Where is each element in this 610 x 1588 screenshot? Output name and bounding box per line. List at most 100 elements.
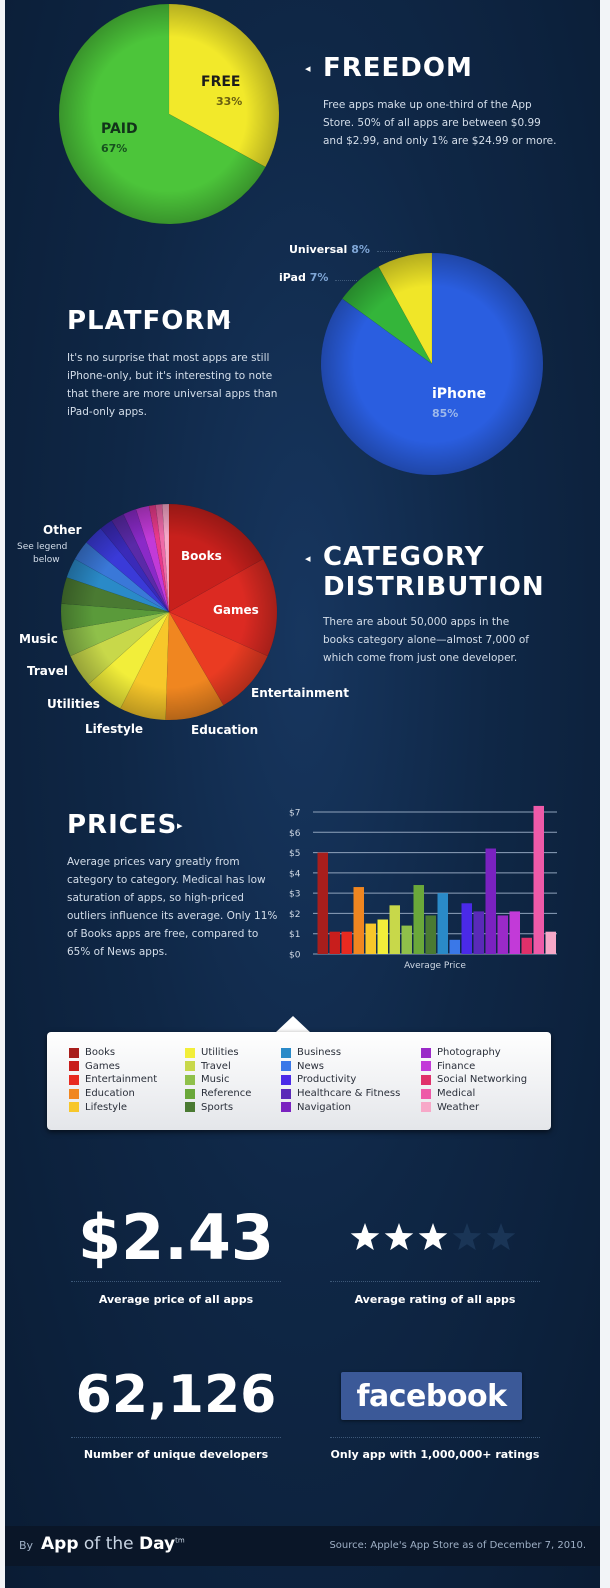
category-title-line1: CATEGORY [323, 542, 485, 572]
price-bar-travel [389, 905, 400, 954]
legend-label: Medical [437, 1088, 476, 1100]
legend-item-sports: Sports [185, 1100, 251, 1114]
price-bar-medical [533, 805, 544, 954]
legend-item-lifestyle: Lifestyle [69, 1100, 157, 1114]
legend-swatch [69, 1061, 79, 1072]
legend-column: Photography Finance Social Networking Medic… [421, 1046, 527, 1114]
legend-swatch [185, 1047, 195, 1058]
avg-rating-caption: Average rating of all apps [354, 1293, 516, 1306]
category-label-books: Books [181, 549, 222, 563]
category-pie-chart [60, 503, 278, 721]
legend-label: Healthcare & Fitness [297, 1088, 401, 1100]
legend-column: Business News Productivity Healthcare & Fit… [281, 1046, 400, 1114]
category-label-other: Other [43, 523, 82, 537]
legend-swatch [281, 1074, 291, 1085]
avg-price-value: $2.43 [77, 1201, 275, 1274]
price-bar-lifestyle [365, 923, 376, 954]
legend-item-news: News [281, 1060, 400, 1074]
price-bar-photography [497, 915, 508, 954]
free-label: FREE [201, 74, 241, 90]
legend-label: Utilities [201, 1047, 239, 1059]
universal-leader-line [377, 251, 401, 252]
footer-source: Source: Apple's App Store as of December… [329, 1540, 586, 1551]
legend-label: Education [85, 1088, 135, 1100]
legend-item-productivity: Productivity [281, 1073, 400, 1087]
legend-label: Music [201, 1074, 230, 1086]
legend-swatch [69, 1047, 79, 1058]
category-label-entertainment: Entertainment [251, 686, 349, 700]
legend-item-social-networking: Social Networking [421, 1073, 527, 1087]
price-bar-weather [545, 931, 556, 954]
platform-pie-chart [320, 252, 544, 476]
legend-label: Sports [201, 1101, 234, 1113]
price-bar-utilities [377, 919, 388, 954]
facebook-logo: facebook [341, 1372, 522, 1420]
price-bar-music [401, 925, 412, 954]
price-tick-label: $7 [289, 809, 300, 819]
price-axis-label: Average Price [404, 961, 466, 971]
legend-item-business: Business [281, 1046, 400, 1060]
platform-title: PLATFORM [67, 306, 233, 336]
legend-item-music: Music [185, 1073, 251, 1087]
legend-item-education: Education [69, 1087, 157, 1101]
legend-swatch [185, 1102, 195, 1113]
legend-item-navigation: Navigation [281, 1100, 400, 1114]
facebook-caption: Only app with 1,000,000+ ratings [330, 1448, 540, 1461]
price-bar-books [317, 852, 328, 954]
ipad-leader-line [335, 280, 357, 281]
freedom-arrow-icon: ◂ [305, 62, 311, 75]
star-filled-icon [384, 1223, 414, 1251]
legend-item-entertainment: Entertainment [69, 1073, 157, 1087]
legend-label: Business [297, 1047, 342, 1059]
legend-swatch [421, 1074, 431, 1085]
legend-item-healthcare-fitness: Healthcare & Fitness [281, 1087, 400, 1101]
legend-swatch [185, 1074, 195, 1085]
price-bar-productivity [461, 903, 472, 954]
legend-label: News [297, 1060, 325, 1072]
price-bar-reference [413, 885, 424, 954]
freedom-title: FREEDOM [323, 53, 473, 83]
legend-swatch [421, 1088, 431, 1099]
footer-brand: App of the Daytm [41, 1534, 185, 1554]
prices-text: Average prices vary greatly from categor… [67, 856, 278, 958]
paid-pct: 67% [101, 142, 128, 155]
infographic: FREE 33% PAID 67% ◂ FREEDOM Free apps ma… [5, 0, 600, 1588]
star-empty-icon [452, 1223, 482, 1251]
price-bar-navigation [485, 848, 496, 954]
legend-swatch [281, 1088, 291, 1099]
price-tick-label: $6 [289, 829, 301, 839]
legend-label: Books [85, 1047, 116, 1059]
legend-item-finance: Finance [421, 1060, 527, 1074]
legend-item-photography: Photography [421, 1046, 527, 1060]
freedom-text: Free apps make up one-third of the App S… [323, 99, 557, 147]
avg-rating-stars [350, 1223, 516, 1251]
category-label-utilities: Utilities [47, 697, 100, 711]
price-bar-finance [509, 911, 520, 954]
paid-label: PAID [101, 121, 138, 137]
legend-item-reference: Reference [185, 1087, 251, 1101]
prices-arrow-icon: ▸ [177, 819, 183, 832]
legend-label: Productivity [297, 1074, 357, 1086]
prices-bar-chart: $0 $1 $2 $3 $4 $5 $6 $7 Average Price [289, 805, 557, 971]
price-bar-games [329, 931, 340, 954]
category-pie-shading [61, 504, 277, 720]
legend-item-medical: Medical [421, 1087, 527, 1101]
price-bar-business [437, 893, 448, 954]
universal-label: Universal 8% [289, 243, 370, 256]
price-tick-label: $0 [289, 951, 301, 961]
price-tick-label: $2 [289, 910, 300, 920]
footer: By App of the Daytm Source: Apple's App … [5, 1526, 600, 1566]
price-tick-label: $5 [289, 849, 300, 859]
category-label-travel: Travel [27, 664, 68, 678]
legend-column: Utilities Travel Music Reference Sports [185, 1046, 251, 1114]
legend-swatch [185, 1088, 195, 1099]
legend-item-books: Books [69, 1046, 157, 1060]
legend-swatch [69, 1074, 79, 1085]
legend-column: Books Games Entertainment Education Lifestyl… [69, 1046, 157, 1114]
legend-label: Finance [437, 1060, 476, 1072]
category-arrow-icon: ◂ [305, 552, 311, 565]
price-bar-entertainment [341, 931, 352, 954]
legend-label: Games [85, 1060, 120, 1072]
ipad-label: iPad 7% [279, 271, 329, 284]
avg-price-rule [71, 1281, 281, 1282]
